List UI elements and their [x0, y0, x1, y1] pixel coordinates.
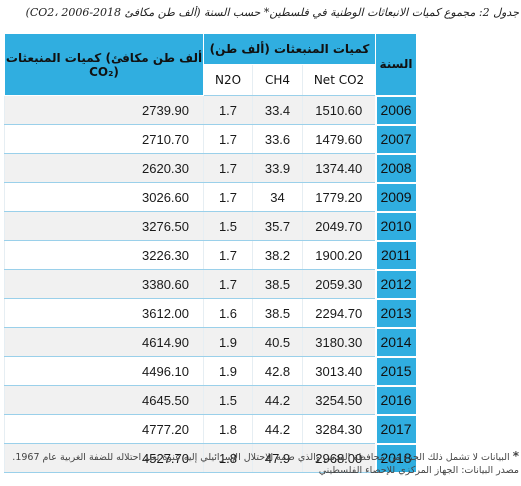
cell-n2o: 1.8: [203, 414, 253, 444]
cell-total-emissions: 3026.60: [4, 182, 204, 212]
cell-net-co2: 2059.30: [301, 269, 376, 299]
cell-ch4: 40.5: [252, 327, 303, 357]
cell-total-emissions: 4527.70: [4, 443, 204, 473]
cell-ch4: 38.2: [252, 240, 303, 270]
table-row: 3026.60 1.7 34 1779.20 2009: [4, 181, 418, 213]
cell-total-emissions: 4496.10: [4, 356, 204, 386]
table-row: 3226.30 1.7 38.2 1900.20 2011: [4, 239, 418, 271]
cell-n2o: 1.7: [203, 269, 253, 299]
cell-total-emissions: 3380.60: [4, 269, 204, 299]
footnote: * البيانات لا تشمل ذلك الجزء من محافظة ا…: [2, 449, 519, 463]
table-row: 3612.00 1.6 38.5 2294.70 2013: [4, 297, 418, 329]
cell-year: 2013: [374, 297, 418, 329]
table-row: 3380.60 1.7 38.5 2059.30 2012: [4, 268, 418, 300]
cell-total-emissions: 4614.90: [4, 327, 204, 357]
cell-ch4: 38.5: [252, 269, 303, 299]
cell-net-co2: 1374.40: [301, 153, 376, 183]
cell-net-co2: 1510.60: [301, 95, 376, 125]
cell-year: 2018: [374, 442, 418, 474]
cell-ch4: 34: [252, 182, 303, 212]
cell-net-co2: 2968.00: [301, 443, 376, 473]
cell-net-co2: 1479.60: [301, 124, 376, 154]
cell-total-emissions: 3612.00: [4, 298, 204, 328]
cell-year: 2009: [374, 181, 418, 213]
cell-ch4: 33.6: [252, 124, 303, 154]
cell-ch4: 44.2: [252, 385, 303, 415]
cell-n2o: 1.6: [203, 298, 253, 328]
cell-n2o: 1.5: [203, 211, 253, 241]
cell-year: 2017: [374, 413, 418, 445]
table-row: 3276.50 1.5 35.7 2049.70 2010: [4, 210, 418, 242]
table-row: 4777.20 1.8 44.2 3284.30 2017: [4, 413, 418, 445]
cell-n2o: 1.7: [203, 124, 253, 154]
table-row: 2620.30 1.7 33.9 1374.40 2008: [4, 152, 418, 184]
cell-ch4: 42.8: [252, 356, 303, 386]
table-row: 2739.90 1.7 33.4 1510.60 2006: [4, 94, 418, 126]
cell-year: 2015: [374, 355, 418, 387]
cell-total-emissions: 2710.70: [4, 124, 204, 154]
cell-total-emissions: 4645.50: [4, 385, 204, 415]
cell-net-co2: 1900.20: [301, 240, 376, 270]
table-caption: جدول 2: مجموع كميات الانبعاثات الوطنية ف…: [25, 6, 519, 19]
cell-year: 2007: [374, 123, 418, 155]
footnote-marker: *: [512, 449, 519, 463]
cell-n2o: 1.8: [203, 443, 253, 473]
cell-ch4: 33.9: [252, 153, 303, 183]
cell-n2o: 1.7: [203, 182, 253, 212]
cell-n2o: 1.9: [203, 356, 253, 386]
cell-n2o: 1.7: [203, 153, 253, 183]
cell-total-emissions: 2620.30: [4, 153, 204, 183]
cell-net-co2: 2049.70: [301, 211, 376, 241]
cell-year: 2011: [374, 239, 418, 271]
cell-net-co2: 3013.40: [301, 356, 376, 386]
header-year: السنة: [375, 33, 418, 96]
table-row: 4614.90 1.9 40.5 3180.30 2014: [4, 326, 418, 358]
cell-n2o: 1.7: [203, 95, 253, 125]
cell-n2o: 1.9: [203, 327, 253, 357]
cell-year: 2012: [374, 268, 418, 300]
table-row: 2710.70 1.7 33.6 1479.60 2007: [4, 123, 418, 155]
table-row: 4496.10 1.9 42.8 3013.40 2015: [4, 355, 418, 387]
cell-year: 2010: [374, 210, 418, 242]
cell-year: 2006: [374, 94, 418, 126]
cell-year: 2016: [374, 384, 418, 416]
table-row: 4645.50 1.5 44.2 3254.50 2016: [4, 384, 418, 416]
emissions-table: كميات المنبعثات (ألف طن مكافئ CO₂) كميات…: [4, 33, 418, 474]
cell-ch4: 35.7: [252, 211, 303, 241]
table-row: 4527.70 1.8 47.9 2968.00 2018: [4, 442, 418, 474]
cell-ch4: 33.4: [252, 95, 303, 125]
cell-net-co2: 3180.30: [301, 327, 376, 357]
cell-total-emissions: 2739.90: [4, 95, 204, 125]
header-n2o: N2O: [203, 64, 253, 96]
header-emissions-group: كميات المنبعثات (ألف طن): [202, 33, 377, 65]
cell-net-co2: 1779.20: [301, 182, 376, 212]
cell-n2o: 1.7: [203, 240, 253, 270]
data-source: مصدر البيانات: الجهاز المركزي للإحصاء ال…: [318, 465, 519, 476]
cell-ch4: 47.9: [252, 443, 303, 473]
cell-total-emissions: 3276.50: [4, 211, 204, 241]
header-ch4: CH4: [252, 64, 303, 96]
cell-year: 2014: [374, 326, 418, 358]
cell-ch4: 44.2: [252, 414, 303, 444]
header-total-emissions: كميات المنبعثات (ألف طن مكافئ CO₂): [4, 33, 204, 96]
cell-n2o: 1.5: [203, 385, 253, 415]
cell-year: 2008: [374, 152, 418, 184]
cell-net-co2: 3254.50: [301, 385, 376, 415]
cell-ch4: 38.5: [252, 298, 303, 328]
cell-total-emissions: 4777.20: [4, 414, 204, 444]
cell-net-co2: 3284.30: [301, 414, 376, 444]
cell-total-emissions: 3226.30: [4, 240, 204, 270]
cell-net-co2: 2294.70: [301, 298, 376, 328]
footnote-text: البيانات لا تشمل ذلك الجزء من محافظة الق…: [12, 452, 510, 463]
header-net-co2: Net CO2: [301, 64, 376, 96]
